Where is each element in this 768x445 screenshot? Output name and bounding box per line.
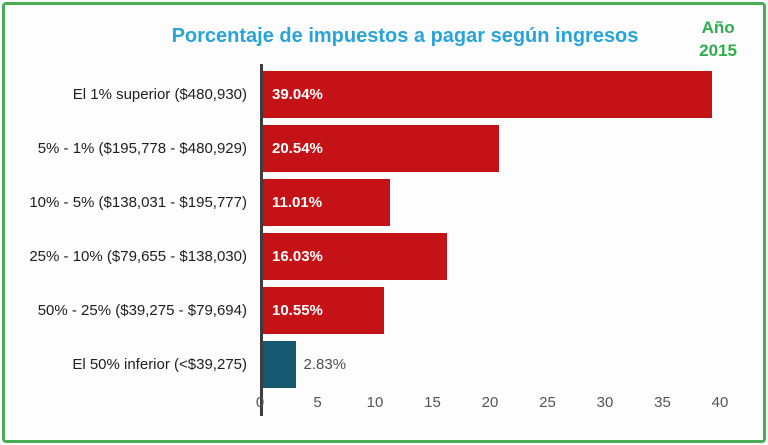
bar: 11.01% (263, 179, 390, 226)
y-axis-line (260, 64, 263, 416)
category-label: 10% - 5% ($138,031 - $195,777) (29, 194, 247, 211)
bar: 20.54% (263, 125, 500, 172)
bar-value-label: 16.03% (272, 248, 323, 265)
bar-row: 5% - 1% ($195,778 - $480,929) 20.54% (5, 125, 768, 172)
bar-value-label: 11.01% (272, 194, 323, 211)
bar-row: 50% - 25% ($39,275 - $79,694) 10.55% (5, 287, 768, 334)
bar-chart: El 1% superior ($480,930) 39.04% 5% - 1%… (5, 64, 768, 416)
x-tick-label: 35 (654, 394, 671, 411)
bar-row: 10% - 5% ($138,031 - $195,777) 11.01% (5, 179, 768, 226)
year-number: 2015 (699, 40, 737, 60)
x-tick-label: 40 (711, 394, 729, 411)
bar: 10.55% (263, 287, 385, 334)
bar-value-label: 2.83% (303, 356, 347, 373)
bar-value-label: 10.55% (272, 302, 323, 319)
category-label: El 50% inferior (<$39,275) (72, 356, 247, 373)
bar-track: 2.83% (263, 341, 768, 388)
category-label: El 1% superior ($480,930) (72, 86, 247, 103)
x-tick-label: 25 (539, 394, 556, 411)
year-annotation: Año 2015 (699, 17, 737, 63)
bar: 39.04% (263, 71, 712, 118)
x-tick-label: 15 (424, 394, 441, 411)
bar-track: 16.03% (263, 233, 768, 280)
bar-track: 10.55% (263, 287, 768, 334)
x-tick-label: 10 (366, 394, 384, 411)
bar-track: 11.01% (263, 179, 768, 226)
bar (263, 341, 296, 388)
category-label: 5% - 1% ($195,778 - $480,929) (37, 140, 247, 157)
bar-track: 20.54% (263, 125, 768, 172)
x-tick-label: 30 (596, 394, 614, 411)
bar-value-label: 20.54% (272, 140, 323, 157)
bar-row: 25% - 10% ($79,655 - $138,030) 16.03% (5, 233, 768, 280)
bar-track: 39.04% (263, 71, 768, 118)
x-axis-ticks: 0 5 10 15 20 25 30 35 40 (256, 394, 740, 416)
category-label: 25% - 10% ($79,655 - $138,030) (29, 248, 247, 265)
bar-value-label: 39.04% (272, 86, 323, 103)
category-label: 50% - 25% ($39,275 - $79,694) (37, 302, 247, 319)
x-tick-label: 0 (255, 394, 265, 411)
bar-rows: El 1% superior ($480,930) 39.04% 5% - 1%… (5, 71, 768, 388)
chart-title: Porcentaje de impuestos a pagar según in… (171, 25, 639, 47)
bar-row: El 1% superior ($480,930) 39.04% (5, 71, 768, 118)
x-tick-label: 20 (481, 394, 499, 411)
bar: 16.03% (263, 233, 448, 280)
year-word: Año (701, 18, 735, 37)
bar-row: El 50% inferior (<$39,275) 2.83% (5, 341, 768, 388)
x-tick-label: 5 (313, 394, 322, 411)
